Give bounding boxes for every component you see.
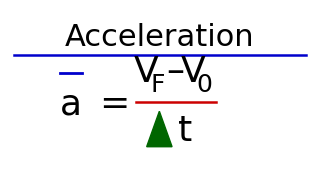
Text: Acceleration: Acceleration [65, 23, 255, 52]
Text: a: a [60, 87, 82, 121]
Text: V: V [133, 55, 158, 89]
Polygon shape [147, 111, 172, 147]
Text: 0: 0 [197, 73, 213, 97]
Text: V: V [180, 55, 205, 89]
Text: –: – [166, 55, 184, 89]
Text: =: = [99, 87, 129, 121]
Text: t: t [178, 114, 192, 148]
Text: F: F [150, 73, 165, 97]
